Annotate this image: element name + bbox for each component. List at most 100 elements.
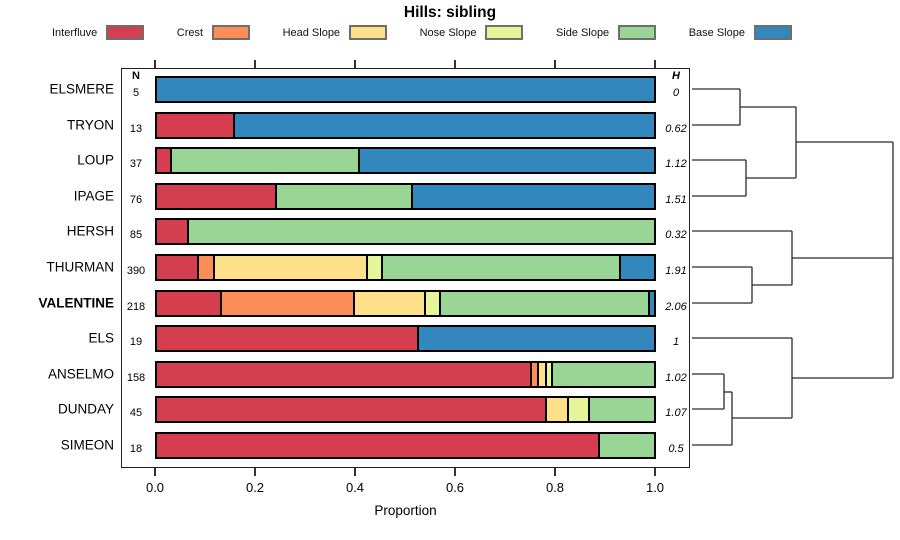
row-label-hersh: HERSH — [66, 223, 114, 239]
stacked-bar-tryon — [155, 111, 656, 139]
stacked-bar-thurman — [155, 253, 656, 281]
bar-segment-nose_slope — [423, 291, 439, 315]
h-value: 1.91 — [665, 265, 687, 277]
stacked-bar-anselmo — [155, 360, 656, 388]
legend-item: Nose Slope — [420, 25, 524, 40]
n-value: 18 — [129, 443, 143, 455]
row-label-tryon: TRYON — [66, 117, 114, 133]
bar-segment-head_slope — [537, 362, 546, 386]
bar-segment-nose_slope — [365, 255, 381, 279]
legend-item: Interfluve — [52, 25, 145, 40]
bar-segment-interfluve — [157, 113, 233, 137]
row-label-valentine: VALENTINE — [38, 295, 114, 311]
stacked-bar-els — [155, 324, 656, 352]
bar-segment-interfluve — [157, 291, 221, 315]
bar-segment-interfluve — [157, 148, 171, 172]
bar-segment-side_slope — [587, 397, 654, 421]
row-label-elsmere: ELSMERE — [49, 81, 114, 97]
legend-item: Crest — [176, 25, 251, 40]
h-value: 1.12 — [665, 158, 687, 170]
h-value: 0.32 — [665, 229, 687, 241]
row-label-els: ELS — [88, 330, 114, 346]
n-value: 76 — [129, 194, 143, 206]
h-column-header: H — [672, 70, 680, 82]
stacked-bar-valentine — [155, 289, 656, 317]
legend: Interfluve Crest Head Slope Nose Slope Side … — [52, 25, 792, 40]
row-label-anselmo: ANSELMO — [47, 366, 114, 382]
legend-label: Crest — [176, 26, 204, 39]
n-value: 45 — [129, 407, 143, 419]
stacked-bar-elsmere — [155, 75, 656, 103]
n-value: 37 — [129, 158, 143, 170]
tick-label: 0.4 — [345, 480, 365, 495]
tick-label: 0.8 — [545, 480, 565, 495]
n-value: 5 — [132, 87, 140, 99]
bar-segment-crest — [196, 255, 214, 279]
top-axis-tick — [254, 60, 256, 68]
stacked-bar-ipage — [155, 182, 656, 210]
n-value: 158 — [126, 372, 146, 384]
n-value: 19 — [129, 336, 143, 348]
top-axis-tick — [154, 60, 156, 68]
row-label-simeon: SIMEON — [60, 437, 114, 453]
bar-segment-side_slope — [438, 291, 648, 315]
stacked-bar-hersh — [155, 217, 656, 245]
bar-segment-side_slope — [551, 362, 654, 386]
stacked-bar-dunday — [155, 395, 656, 423]
legend-swatch-interfluve — [106, 25, 145, 40]
legend-item: Base Slope — [689, 25, 792, 40]
bar-segment-interfluve — [157, 219, 187, 243]
bar-segment-base_slope — [232, 113, 654, 137]
h-value: 1.51 — [665, 194, 687, 206]
bottom-axis-tick — [554, 468, 556, 476]
bar-segment-crest — [220, 291, 354, 315]
tick-label: 1.0 — [645, 480, 665, 495]
h-value: 1.07 — [665, 407, 687, 419]
h-value: 2.06 — [665, 301, 687, 313]
legend-swatch-head_slope — [349, 25, 388, 40]
bottom-axis-tick — [154, 468, 156, 476]
stacked-bar-loup — [155, 146, 656, 174]
row-label-loup: LOUP — [77, 152, 114, 168]
n-value: 85 — [129, 229, 143, 241]
legend-swatch-side_slope — [618, 25, 657, 40]
bar-segment-side_slope — [186, 219, 654, 243]
h-value: 0.62 — [665, 123, 687, 135]
bottom-axis-tick — [354, 468, 356, 476]
legend-label: Base Slope — [688, 26, 745, 39]
chart-title: Hills: sibling — [403, 4, 497, 21]
legend-label: Nose Slope — [419, 26, 477, 39]
legend-label: Head Slope — [282, 26, 341, 39]
bar-segment-interfluve — [157, 397, 545, 421]
bar-segment-base_slope — [647, 291, 654, 315]
bar-segment-head_slope — [353, 291, 424, 315]
h-value: 1 — [672, 336, 680, 348]
plot-area — [121, 68, 690, 468]
bar-segment-nose_slope — [545, 362, 552, 386]
bar-segment-interfluve — [157, 184, 275, 208]
bar-segment-base_slope — [411, 184, 654, 208]
bar-segment-side_slope — [598, 433, 654, 457]
legend-label: Side Slope — [555, 26, 610, 39]
top-axis-tick — [554, 60, 556, 68]
stacked-bar-simeon — [155, 431, 656, 459]
top-axis-tick — [454, 60, 456, 68]
top-axis-tick — [654, 60, 656, 68]
bar-segment-side_slope — [274, 184, 412, 208]
n-value: 13 — [129, 123, 143, 135]
bar-segment-base_slope — [416, 326, 654, 350]
tick-label: 0.6 — [445, 480, 465, 495]
tick-label: 0.0 — [145, 480, 165, 495]
bottom-axis-tick — [254, 468, 256, 476]
bar-segment-crest — [530, 362, 538, 386]
top-axis-tick — [354, 60, 356, 68]
bar-segment-interfluve — [157, 326, 417, 350]
bar-segment-base_slope — [357, 148, 654, 172]
bar-segment-interfluve — [157, 255, 197, 279]
bar-segment-head_slope — [544, 397, 568, 421]
bar-segment-nose_slope — [567, 397, 588, 421]
legend-swatch-nose_slope — [485, 25, 524, 40]
bar-segment-interfluve — [157, 362, 531, 386]
bottom-axis-tick — [654, 468, 656, 476]
